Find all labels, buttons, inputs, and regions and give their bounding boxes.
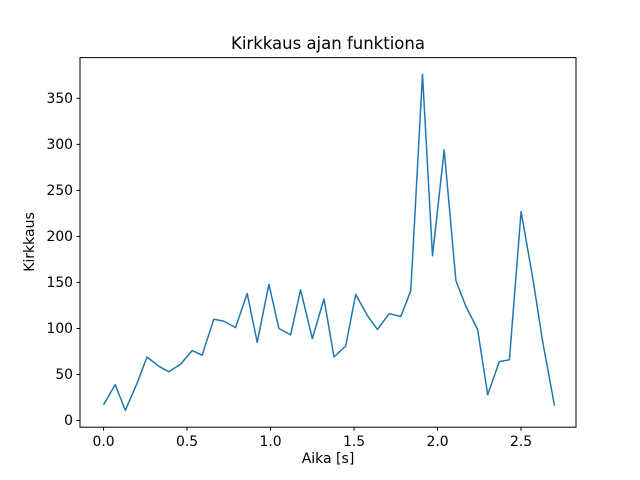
- y-tick-label: 0: [64, 413, 73, 430]
- axis-tick-marks: [76, 97, 522, 431]
- y-tick-label: 50: [55, 366, 73, 383]
- y-tick-label: 300: [46, 136, 73, 153]
- chart-title: Kirkkaus ajan funktiona: [231, 34, 425, 53]
- x-tick-label: 0.5: [176, 434, 199, 450]
- x-tick-label: 2.5: [510, 434, 533, 450]
- y-tick-label: 150: [46, 274, 73, 291]
- plot-area: [79, 57, 577, 428]
- y-tick-label: 350: [46, 90, 73, 107]
- y-tick-label: 100: [46, 320, 73, 337]
- x-tick-label: 1.5: [343, 434, 366, 450]
- y-tick-label: 250: [46, 182, 73, 199]
- x-tick-label: 2.0: [426, 434, 449, 450]
- x-tick-label: 0.0: [92, 434, 115, 450]
- data-line: [102, 73, 556, 412]
- y-tick-label: 200: [46, 228, 73, 245]
- x-axis-label: Aika [s]: [301, 451, 355, 467]
- x-tick-label: 1.0: [259, 434, 282, 450]
